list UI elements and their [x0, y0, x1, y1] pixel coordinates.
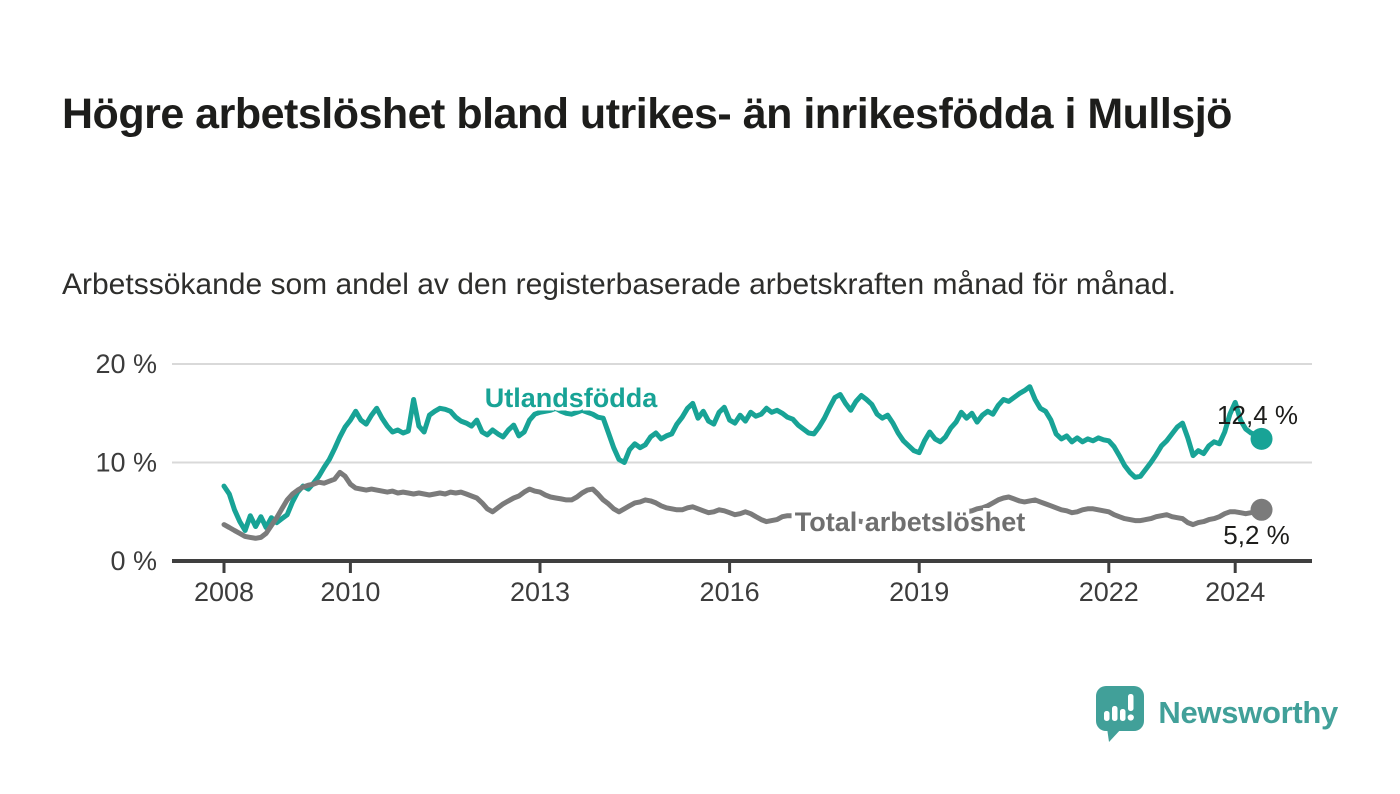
newsworthy-bubble-chart-icon — [1096, 686, 1145, 742]
chart-subtitle: Arbetssökande som andel av den registerb… — [62, 268, 1176, 301]
series-label-1: Total arbetslöshet — [795, 507, 1026, 537]
x-tick-label-2010: 2010 — [320, 577, 380, 607]
series-end-dot-1 — [1250, 498, 1273, 521]
page-title: Högre arbetslöshet bland utrikes- än inr… — [62, 89, 1232, 138]
series-end-dot-0 — [1250, 427, 1273, 450]
series-line-1 — [221, 469, 1264, 541]
x-tick-label-2024: 2024 — [1205, 577, 1265, 607]
y-tick-label-20: 20 % — [95, 349, 157, 379]
series-line-0 — [221, 384, 1264, 533]
y-tick-label-10: 10 % — [95, 448, 157, 478]
x-tick-label-2008: 2008 — [194, 577, 254, 607]
newsworthy-logo: Newsworthy — [1094, 684, 1338, 742]
y-tick-label-0: 0 % — [110, 546, 157, 576]
series-end-value-label-1: 5,2 % — [1223, 520, 1290, 550]
x-tick-label-2019: 2019 — [889, 577, 949, 607]
series-label-0: Utlandsfödda — [485, 383, 658, 413]
newsworthy-wordmark: Newsworthy — [1158, 695, 1338, 730]
series-end-value-label-0: 12,4 % — [1217, 400, 1298, 430]
x-tick-label-2022: 2022 — [1079, 577, 1139, 607]
x-tick-label-2016: 2016 — [700, 577, 760, 607]
x-tick-label-2013: 2013 — [510, 577, 570, 607]
